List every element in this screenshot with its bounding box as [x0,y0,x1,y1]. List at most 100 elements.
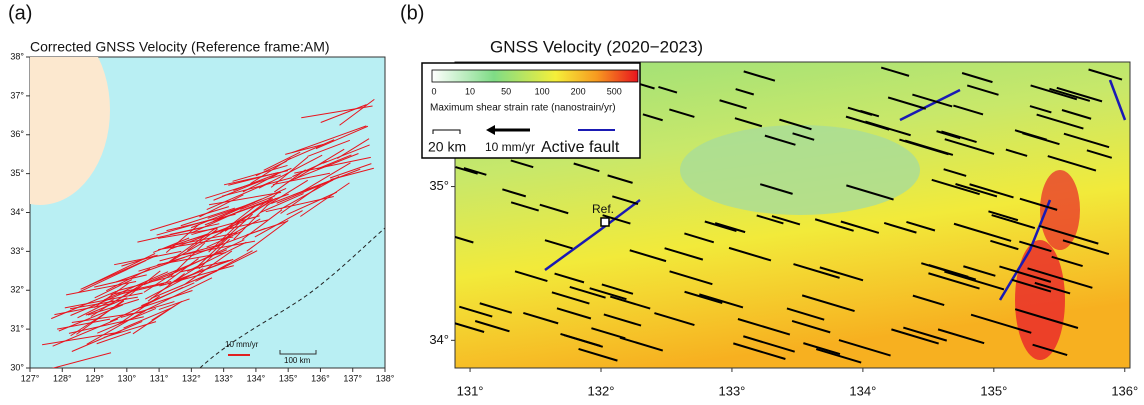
velocity-vector [801,294,855,313]
velocity-vector [463,167,487,176]
velocity-vector [233,204,269,240]
velocity-vector [612,195,639,206]
velocity-vector [556,307,592,320]
x-tick-label: 127° [21,373,40,383]
panel-label: (b) [400,2,424,24]
velocity-vector [619,336,664,352]
velocity-vector [300,182,350,217]
velocity-vector [458,305,493,318]
velocity-vector [158,236,234,251]
velocity-vector [539,203,569,215]
x-tick-label: 134° [247,373,266,383]
velocity-vector [191,215,260,236]
velocity-vector [719,99,747,110]
velocity-vector [1027,267,1093,289]
velocity-vector [315,125,369,150]
velocity-vector [115,254,192,283]
velocity-vector [791,319,831,334]
velocity-vector [865,120,911,137]
y-tick-label: 33° [10,246,24,256]
velocity-vector [198,238,230,270]
y-tick-label: 35° [429,178,449,193]
land [30,57,110,205]
velocity-vector [819,266,864,282]
velocity-vector [250,157,291,184]
velocity-vector [97,307,157,334]
velocity-vector [664,247,704,261]
velocity-vector [1063,132,1110,149]
colorbar-tick-label: 10 [465,86,475,96]
velocity-vector [759,183,793,195]
velocity-vector [803,342,841,356]
velocity-vector [735,88,755,96]
velocity-vector [899,138,949,156]
velocity-vector [223,170,288,186]
velocity-vector [322,144,370,164]
velocity-vector [563,334,604,348]
velocity-vector [591,327,626,340]
velocity-vector [301,105,373,119]
velocity-vector [906,220,936,232]
velocity-vector [42,331,122,346]
velocity-vector [963,265,996,277]
velocity-vector [157,227,218,239]
velocity-vector [880,66,910,77]
velocity-vector [474,320,510,333]
velocity-vector [944,138,995,155]
velocity-vector [320,104,367,123]
velocity-vector [94,279,133,299]
velocity-vector [607,174,633,184]
x-tick-label: 134° [849,383,876,398]
velocity-vector [912,294,945,306]
velocity-vector [286,191,338,216]
velocity-vector [190,209,242,234]
velocity-vector [887,96,927,110]
colorbar-tick-label: 50 [501,86,511,96]
velocity-vector [285,143,324,155]
velocity-vector [195,235,231,269]
panel-title: GNSS Velocity (2020−2023) [490,37,703,56]
x-tick-label: 135° [980,383,1007,398]
velocity-vector [307,139,351,157]
velocity-vector [90,283,143,317]
velocity-vector [54,302,116,316]
velocity-vector [205,174,281,199]
velocity-vector [1034,281,1071,295]
velocity-vector [69,296,138,310]
velocity-vector [184,250,233,285]
scale-distance: 100 km [284,356,311,365]
velocity-vector [286,139,335,161]
velocity-vector [173,232,238,246]
velocity-vector [815,348,862,364]
velocity-vector [51,352,112,368]
velocity-vector [603,313,642,327]
velocity-vector [94,282,130,309]
x-tick-label: 136° [1111,383,1138,398]
velocity-vector [455,235,474,244]
velocity-vector [222,177,293,197]
velocity-vector [143,271,178,286]
velocity-vector [118,283,165,295]
y-tick-label: 34° [10,207,24,217]
velocity-vector [479,302,513,314]
velocity-vector [158,298,190,311]
velocity-vector [1019,197,1058,211]
velocity-vector [551,291,590,305]
velocity-vector [270,156,309,188]
velocity-vector [1036,113,1084,130]
x-tick-label: 133° [214,373,233,383]
velocity-vector [234,190,281,226]
velocity-vector [510,201,539,212]
velocity-vector [734,117,763,128]
velocity-vector [213,180,260,201]
y-tick-label: 31° [10,324,24,334]
velocity-vector [931,178,980,196]
velocity-vector [1022,132,1060,146]
velocity-vector [1051,255,1083,268]
velocity-vector [733,342,786,360]
velocity-vector [1039,224,1099,245]
x-tick-label: 132° [182,373,201,383]
velocity-vector [642,113,663,122]
velocity-vector [514,270,548,283]
velocity-vector [330,167,374,181]
